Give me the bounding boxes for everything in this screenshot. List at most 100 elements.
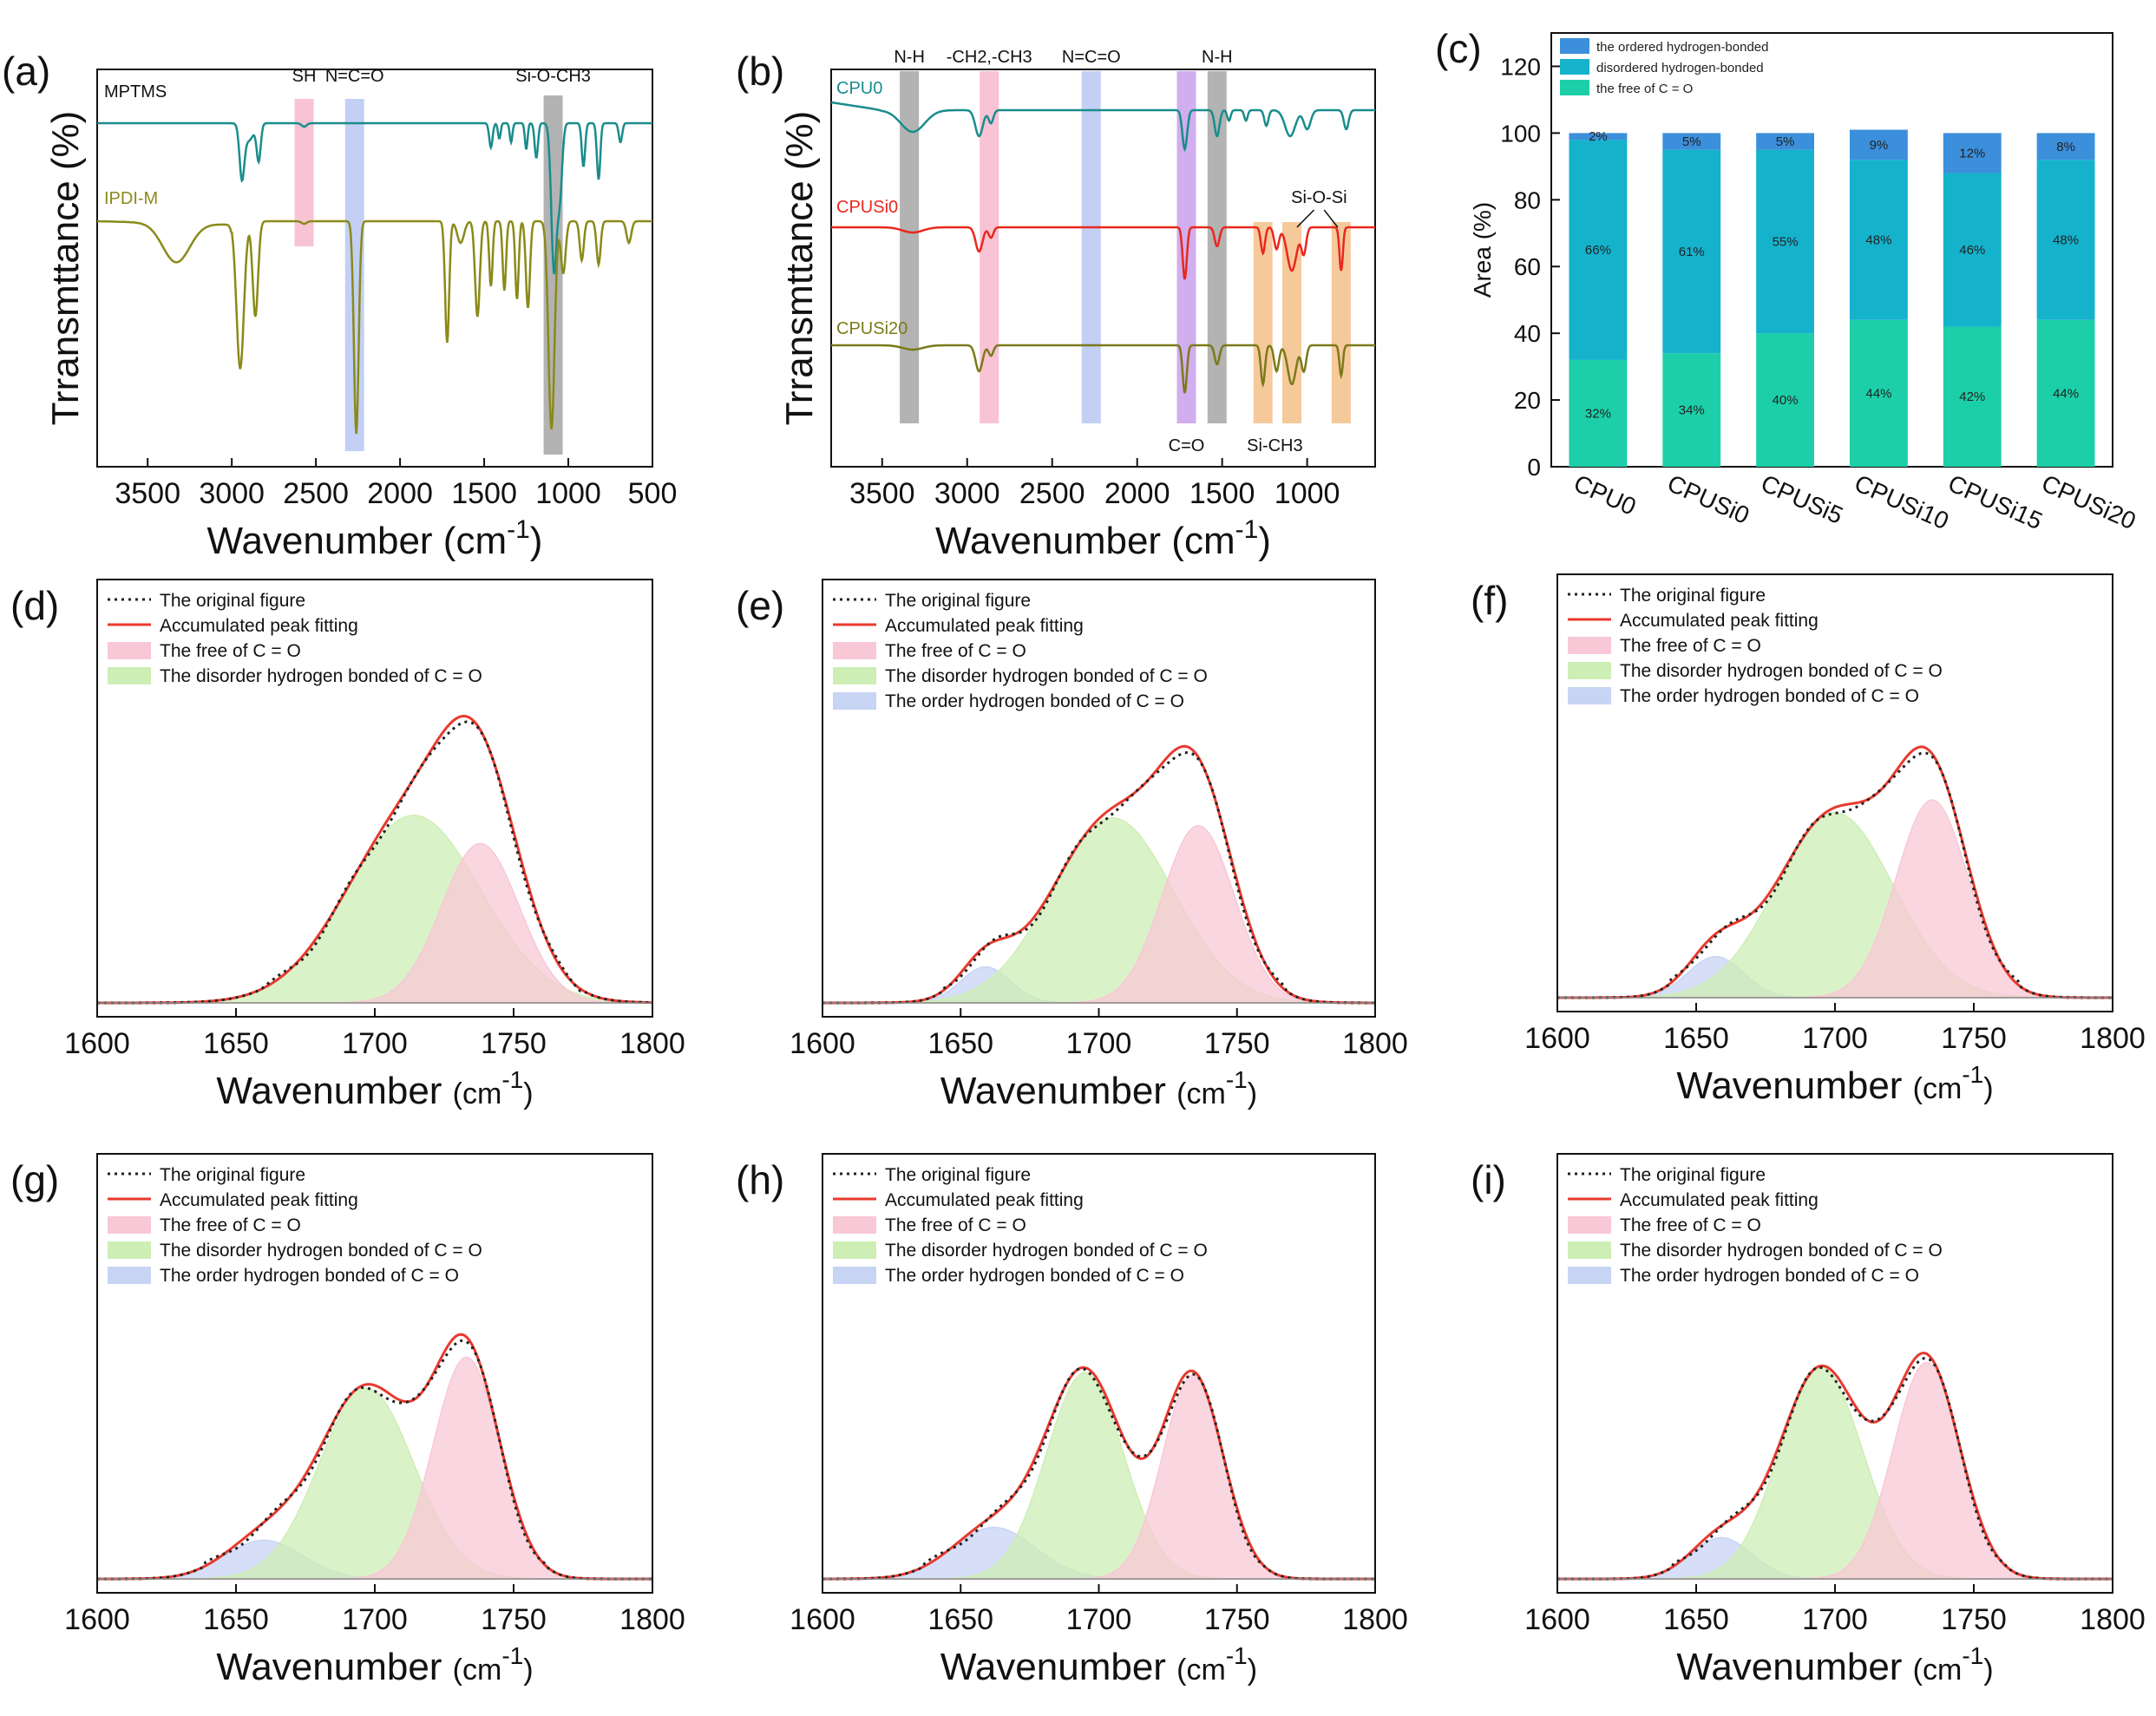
- legend-label: The original figure: [1620, 586, 1766, 606]
- bar-data-label: 42%: [1959, 390, 1985, 404]
- legend-swatch-area: [108, 1267, 151, 1284]
- plot-frame: [96, 69, 653, 468]
- panel-label: (d): [10, 583, 59, 628]
- band-label: N-H: [1202, 48, 1233, 67]
- series-label-mptms: MPTMS: [104, 82, 167, 102]
- y-tick-label: 40: [1514, 320, 1541, 347]
- x-tick-label: 1800: [619, 1603, 685, 1636]
- y-tick-label: 80: [1514, 187, 1541, 213]
- bar-segment: [1756, 133, 1815, 150]
- legend-label: The order hydrogen bonded of C = O: [1620, 686, 1919, 706]
- x-tick-label: 2500: [283, 477, 349, 510]
- legend-swatch-area: [1568, 662, 1611, 679]
- legend-label: The order hydrogen bonded of C = O: [885, 691, 1184, 711]
- bar-data-label: 5%: [1682, 134, 1701, 149]
- bar-data-label: 48%: [2053, 233, 2079, 247]
- panel-label: (e): [736, 583, 784, 628]
- x-axis-label: Wavenumber (cm-1): [1676, 1061, 1993, 1107]
- legend-label: Accumulated peak fitting: [885, 1190, 1084, 1210]
- legend-label: The disorder hydrogen bonded of C = O: [885, 666, 1208, 686]
- bar-data-label: 61%: [1679, 245, 1705, 259]
- x-category-label: CPU0: [1569, 469, 1640, 521]
- x-tick-label: 500: [628, 477, 678, 510]
- legend-swatch-area: [833, 1241, 876, 1259]
- band-c-o: [1176, 71, 1196, 423]
- legend-label: The order hydrogen bonded of C = O: [160, 1266, 459, 1286]
- x-tick-label: 1650: [203, 1603, 269, 1636]
- x-tick-label: 1700: [342, 1603, 408, 1636]
- x-category-label: CPUSi15: [1944, 469, 2047, 534]
- legend-label: The order hydrogen bonded of C = O: [885, 1266, 1184, 1286]
- x-tick-label: 3000: [199, 477, 265, 510]
- legend-label: The disorder hydrogen bonded of C = O: [160, 666, 482, 686]
- panel-label: (b): [736, 49, 784, 94]
- panel-label: (g): [10, 1157, 59, 1202]
- panel-label: (h): [736, 1157, 784, 1202]
- original-data-line: [97, 1339, 652, 1581]
- bar-segment: [1662, 149, 1721, 354]
- series-label-cpusi0: CPUSi0: [836, 198, 898, 217]
- bar-segment: [2036, 319, 2095, 467]
- x-axis-label: Wavenumber (cm-1): [207, 515, 543, 562]
- x-tick-label: 1700: [342, 1027, 408, 1060]
- band-label: Si-O-Si: [1291, 188, 1347, 207]
- x-axis-label: Wavenumber (cm-1): [940, 1066, 1257, 1112]
- y-axis-label: Trransmttance (%): [778, 111, 821, 426]
- x-tick-label: 1600: [790, 1603, 855, 1636]
- x-category-label: CPUSi20: [2038, 469, 2140, 534]
- bar-segment: [1569, 133, 1628, 141]
- legend-swatch-area: [1568, 1241, 1611, 1259]
- original-data-line: [1557, 751, 2113, 999]
- peak-area-disorder: [97, 815, 653, 1004]
- x-tick-label: 1800: [2080, 1603, 2146, 1636]
- legend-label: The free of C = O: [885, 641, 1026, 661]
- x-tick-label: 1500: [451, 477, 517, 510]
- legend-swatch-area: [108, 642, 151, 659]
- legend-swatch-area: [1568, 637, 1611, 654]
- series-line-cpu0: [830, 101, 1375, 153]
- x-tick-label: 3500: [849, 477, 915, 510]
- x-tick-label: 1800: [2080, 1022, 2146, 1055]
- legend-label: the free of C = O: [1596, 82, 1693, 96]
- panel-d: 1600 1650 1700 1750 1800 Wavenumber (cm-1) (d)…: [10, 579, 685, 1112]
- x-tick-label: 1750: [1941, 1022, 2007, 1055]
- panel-f: 1600 1650 1700 1750 1800 Wavenumber (cm-1) (f)…: [1471, 573, 2146, 1107]
- legend-swatch-area: [1568, 1267, 1611, 1284]
- y-tick-label: 0: [1527, 454, 1541, 481]
- series-label-ipdi-m: IPDI-M: [104, 189, 158, 208]
- peak-area-disorder: [97, 1387, 652, 1580]
- x-tick-label: 3000: [934, 477, 1000, 510]
- y-tick-label: 20: [1514, 387, 1541, 414]
- x-category-label: CPUSi10: [1851, 469, 1953, 534]
- band-label: SH: [292, 67, 317, 86]
- annotation-arrow: [1296, 209, 1339, 228]
- legend-label: The original figure: [1620, 1165, 1766, 1185]
- legend-swatch: [1560, 59, 1589, 75]
- panel-label: (i): [1471, 1157, 1506, 1202]
- bar-segment: [1569, 359, 1628, 467]
- peak-area-disorder: [822, 817, 1375, 1004]
- legend-label: Accumulated peak fitting: [1620, 611, 1819, 631]
- x-tick-label: 1600: [790, 1027, 855, 1060]
- panel-label: (f): [1471, 578, 1508, 623]
- band-sh: [294, 99, 314, 246]
- bar-data-label: 48%: [1865, 233, 1891, 247]
- x-category-label: CPUSi5: [1757, 469, 1847, 529]
- x-tick-label: 1700: [1066, 1027, 1132, 1060]
- legend-swatch-area: [108, 1216, 151, 1234]
- panel-i: 1600 1650 1700 1750 1800 Wavenumber (cm-1) (i)…: [1471, 1153, 2146, 1688]
- x-tick-label: 1800: [1342, 1603, 1408, 1636]
- x-axis-label: Wavenumber (cm-1): [935, 515, 1271, 562]
- x-tick-label: 1650: [927, 1603, 993, 1636]
- x-tick-label: 1500: [1189, 477, 1255, 510]
- bar-segment: [1756, 149, 1815, 334]
- bar-segment: [1662, 353, 1721, 467]
- band-n-c-o: [1081, 71, 1101, 423]
- original-data-line: [822, 750, 1375, 1005]
- bar-segment: [2036, 160, 2095, 320]
- legend-label: The original figure: [885, 1165, 1031, 1185]
- bar-data-label: 55%: [1773, 234, 1799, 249]
- bar-data-label: 2%: [1589, 129, 1608, 144]
- bar-data-label: 8%: [2056, 140, 2075, 154]
